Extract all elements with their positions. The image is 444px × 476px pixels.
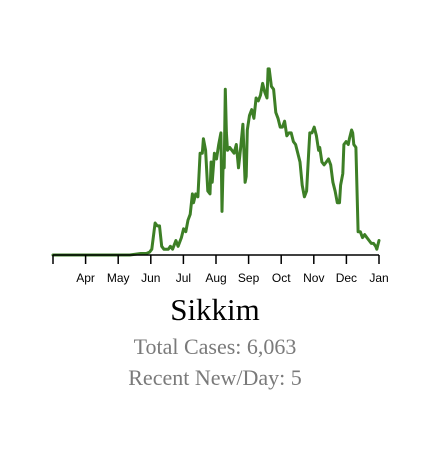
total-cases-stat: Total Cases: 6,063 [133,334,297,359]
x-tick-label: Sep [238,271,260,285]
x-tick-label: Jan [369,271,388,285]
plot-area [51,67,381,257]
recent-new-per-day-stat: Recent New/Day: 5 [128,365,302,390]
x-tick-label: Aug [205,271,226,285]
x-axis: Apr May Jun Jul Aug Sep Oct Nov Dec Jan [52,254,389,285]
x-tick-label: Dec [336,271,357,285]
x-tick-label: Jun [141,271,160,285]
x-tick-label: Jul [176,271,191,285]
x-tick-label: May [107,271,130,285]
x-tick-label: Oct [272,271,291,285]
chart-title: Sikkim [170,292,260,327]
series-line-0 [51,67,381,257]
line-chart: Apr May Jun Jul Aug Sep Oct Nov Dec Jan [51,67,389,285]
x-tick-label: Nov [303,271,324,285]
x-tick-label: Apr [76,271,95,285]
